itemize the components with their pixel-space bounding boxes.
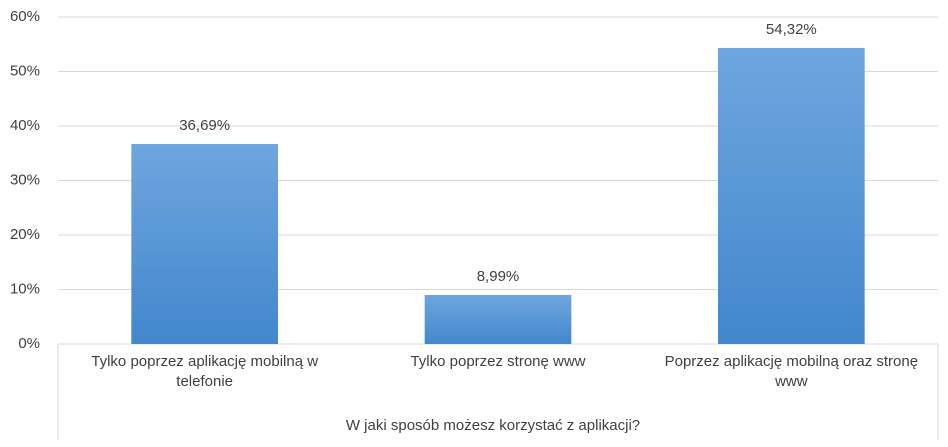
x-tick-label: Poprzez aplikację mobilną oraz stronę ww…: [664, 353, 919, 390]
y-tick-label: 30%: [10, 171, 40, 188]
y-tick-label: 60%: [10, 8, 40, 25]
data-label: 36,69%: [179, 117, 230, 134]
x-tick-label: Tylko poprzez aplikację mobilną w telefo…: [91, 353, 319, 390]
bar: [131, 144, 278, 344]
data-label: 54,32%: [766, 21, 817, 38]
y-tick-label: 20%: [10, 226, 40, 243]
y-tick-label: 10%: [10, 280, 40, 297]
y-tick-label: 50%: [10, 62, 40, 79]
y-tick-label: 40%: [10, 117, 40, 134]
bar: [718, 47, 865, 345]
x-axis-title: W jaki sposób możesz korzystać z aplikac…: [346, 417, 640, 434]
data-label: 8,99%: [477, 268, 520, 285]
x-tick-label: Tylko poprzez stronę www: [410, 353, 586, 370]
y-tick-label: 0%: [18, 335, 40, 352]
bar: [424, 295, 572, 344]
